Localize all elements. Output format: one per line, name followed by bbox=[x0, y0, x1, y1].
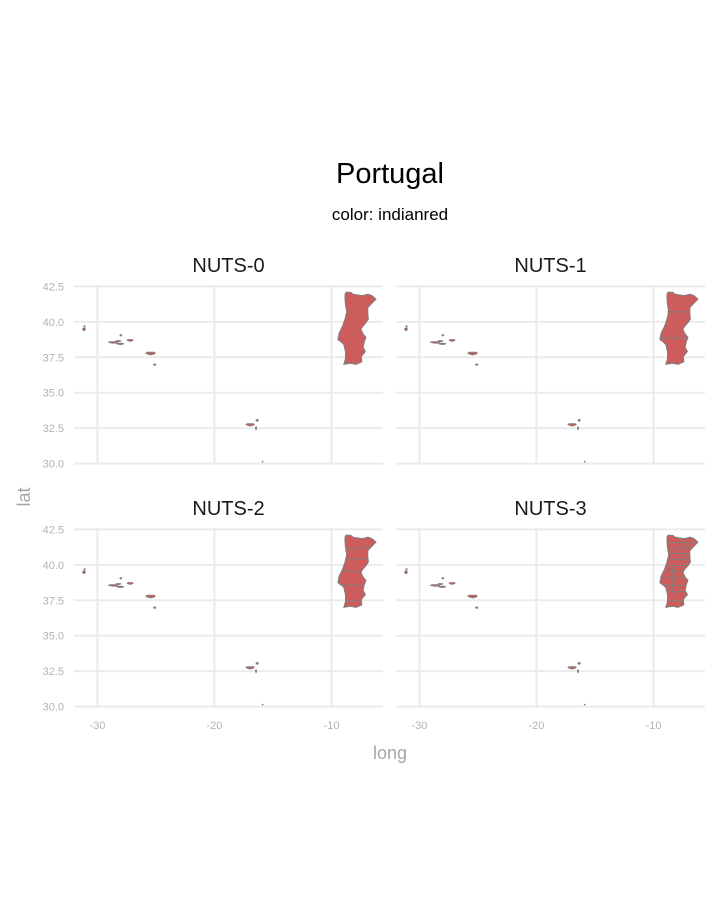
y-tick-label: 35.0 bbox=[43, 631, 64, 643]
region-boundary bbox=[339, 584, 365, 586]
island-region bbox=[567, 666, 577, 670]
y-tick-label: 32.5 bbox=[43, 666, 64, 678]
island-region bbox=[261, 460, 264, 463]
island-region bbox=[437, 340, 444, 343]
island-region bbox=[429, 584, 441, 587]
island-region bbox=[429, 341, 441, 344]
island-region bbox=[245, 423, 255, 427]
island-region bbox=[437, 585, 447, 589]
island-region bbox=[119, 334, 123, 337]
facet-label: NUTS-0 bbox=[192, 255, 264, 277]
island-region bbox=[115, 340, 122, 343]
island-region bbox=[441, 334, 445, 337]
island-region bbox=[115, 342, 125, 346]
x-axis-title: long bbox=[373, 743, 407, 763]
x-tick-label: -20 bbox=[529, 720, 545, 732]
y-tick-label: 30.0 bbox=[43, 459, 64, 471]
island-region bbox=[107, 584, 119, 587]
x-tick-label: -30 bbox=[89, 720, 105, 732]
island-region bbox=[261, 703, 264, 706]
region-boundary bbox=[663, 570, 684, 573]
island-region bbox=[119, 577, 123, 580]
region-boundary bbox=[661, 584, 687, 586]
y-tick-label: 37.5 bbox=[43, 352, 64, 364]
x-tick-label: -30 bbox=[411, 720, 427, 732]
island-region bbox=[437, 342, 447, 346]
x-tick-label: -20 bbox=[207, 720, 223, 732]
facet-panel: NUTS-0 30.0 32.5 35.0 37.5 40.0 42.5 bbox=[43, 255, 383, 471]
region-boundary bbox=[668, 557, 690, 561]
island-region bbox=[475, 363, 479, 367]
island-region bbox=[83, 325, 86, 328]
y-tick-label: 37.5 bbox=[43, 595, 64, 607]
facet-panel: NUTS-1 bbox=[396, 255, 705, 465]
figure-subtitle: color: indianred bbox=[332, 205, 448, 224]
island-region bbox=[404, 327, 408, 332]
island-region bbox=[475, 606, 479, 610]
island-region bbox=[404, 570, 408, 575]
facet-panel: NUTS-2 30.0 32.5 35.0 37.5 40.0 42.5 -30 -20 -10 bbox=[43, 498, 383, 732]
island-region bbox=[153, 363, 157, 367]
y-tick-label: 35.0 bbox=[43, 388, 64, 400]
mainland-region bbox=[337, 291, 377, 366]
island-region bbox=[255, 662, 259, 666]
region-boundary bbox=[346, 557, 368, 561]
y-tick-label: 40.0 bbox=[43, 317, 64, 329]
region-boundary bbox=[667, 545, 695, 550]
island-region bbox=[448, 339, 456, 342]
island-region bbox=[467, 351, 478, 356]
island-region bbox=[145, 594, 156, 599]
x-tick-label: -10 bbox=[646, 720, 662, 732]
island-region bbox=[576, 669, 580, 674]
island-region bbox=[83, 568, 86, 571]
facet-label: NUTS-1 bbox=[514, 255, 586, 277]
island-region bbox=[107, 341, 119, 344]
mainland-region bbox=[659, 291, 699, 366]
island-region bbox=[254, 426, 258, 431]
facet-label: NUTS-2 bbox=[192, 498, 264, 520]
island-region bbox=[126, 339, 134, 342]
facet-panels: NUTS-0 30.0 32.5 35.0 37.5 40.0 42.5 NUTS-1 NUTS… bbox=[43, 255, 705, 732]
y-tick-label: 42.5 bbox=[43, 524, 64, 536]
island-region bbox=[583, 460, 586, 463]
y-axis-title: lat bbox=[14, 487, 34, 506]
island-region bbox=[153, 606, 157, 610]
island-region bbox=[577, 662, 581, 666]
x-tick-label: -10 bbox=[324, 720, 340, 732]
island-region bbox=[126, 582, 134, 585]
region-boundary bbox=[667, 541, 697, 544]
island-region bbox=[448, 582, 456, 585]
island-region bbox=[145, 351, 156, 356]
island-region bbox=[82, 570, 86, 575]
y-tick-label: 30.0 bbox=[43, 702, 64, 714]
facet-label: NUTS-3 bbox=[514, 498, 586, 520]
y-tick-label: 40.0 bbox=[43, 560, 64, 572]
island-region bbox=[115, 585, 125, 589]
region-boundary bbox=[345, 545, 373, 550]
island-region bbox=[82, 327, 86, 332]
y-tick-label: 32.5 bbox=[43, 423, 64, 435]
island-region bbox=[576, 426, 580, 431]
figure-title: Portugal bbox=[336, 158, 444, 190]
facet-panel: NUTS-3 -30 -20 -10 bbox=[396, 498, 705, 732]
island-region bbox=[254, 669, 258, 674]
island-region bbox=[567, 423, 577, 427]
y-tick-label: 42.5 bbox=[43, 281, 64, 293]
island-region bbox=[441, 577, 445, 580]
island-region bbox=[577, 419, 581, 423]
island-region bbox=[405, 325, 408, 328]
island-region bbox=[115, 583, 122, 586]
island-region bbox=[255, 419, 259, 423]
island-region bbox=[583, 703, 586, 706]
region-boundary bbox=[341, 570, 362, 573]
island-region bbox=[437, 583, 444, 586]
island-region bbox=[405, 568, 408, 571]
island-region bbox=[245, 666, 255, 670]
island-region bbox=[467, 594, 478, 599]
